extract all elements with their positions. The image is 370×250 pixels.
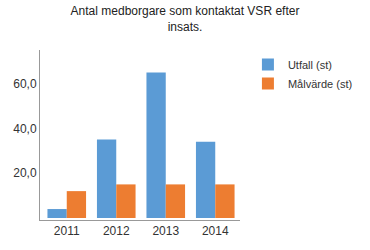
svg-text:2013: 2013 xyxy=(152,224,179,238)
svg-text:Antal medborgare som kontaktat: Antal medborgare som kontaktat VSR efter… xyxy=(71,4,300,34)
svg-text:40,0: 40,0 xyxy=(13,122,37,136)
svg-text:2011: 2011 xyxy=(54,224,80,238)
svg-text:Målvärde (st): Målvärde (st) xyxy=(288,78,352,90)
svg-text:60,0: 60,0 xyxy=(13,77,37,91)
svg-text:Utfall (st): Utfall (st) xyxy=(288,59,332,71)
svg-text:2014: 2014 xyxy=(202,224,229,238)
svg-text:20,0: 20,0 xyxy=(13,166,37,180)
svg-text:2012: 2012 xyxy=(103,224,130,238)
